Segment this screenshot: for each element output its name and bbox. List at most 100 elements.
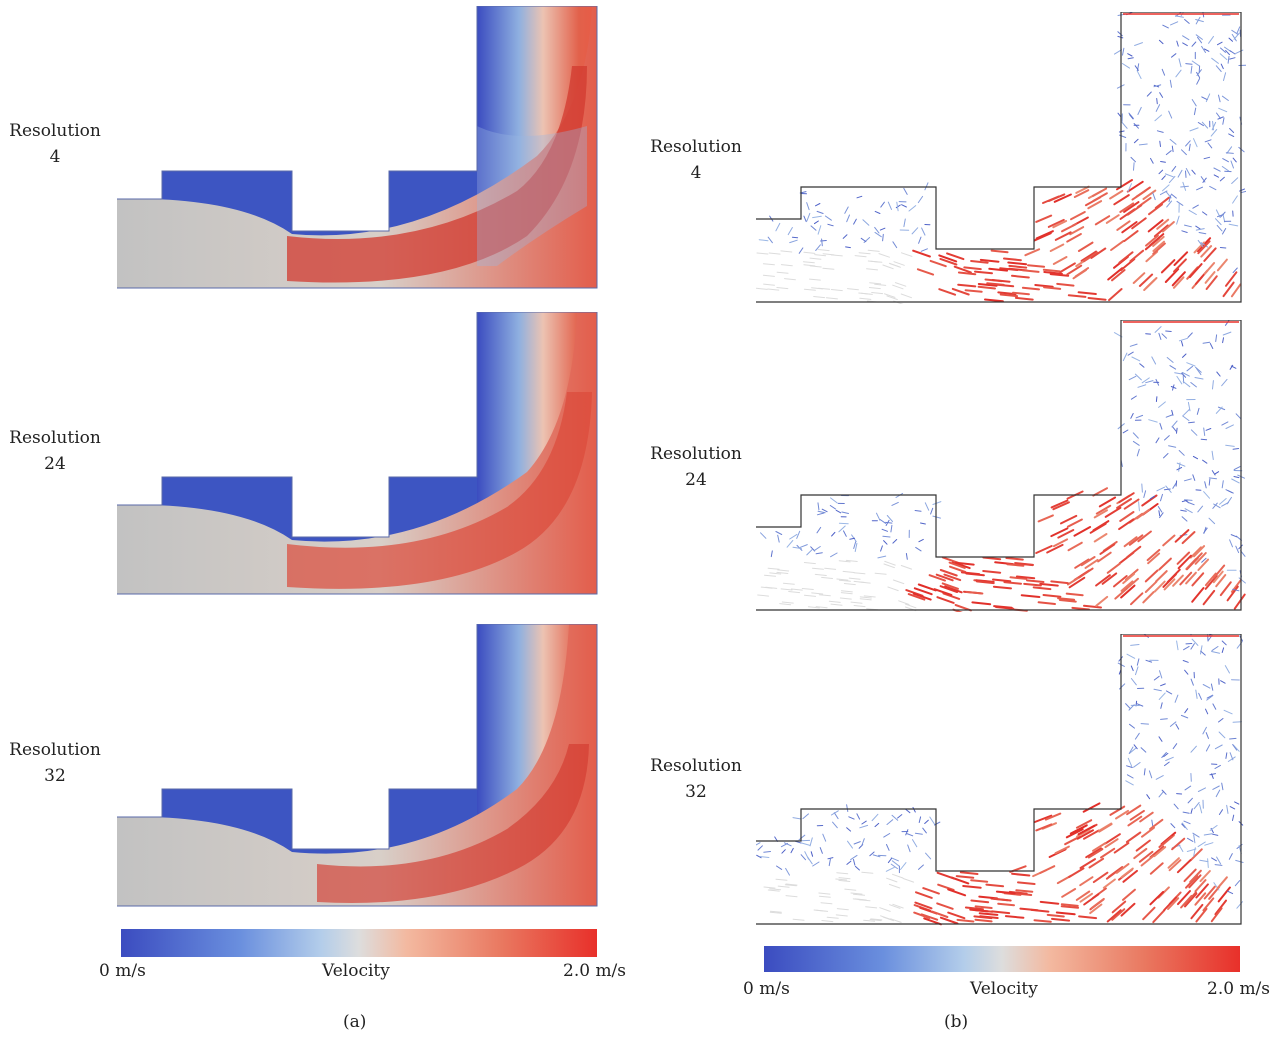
flow-vector	[1098, 823, 1113, 833]
flow-vector	[792, 817, 802, 820]
flow-vector	[812, 861, 820, 867]
flow-vector	[975, 579, 995, 583]
flow-vector	[1092, 487, 1108, 497]
flow-vector	[973, 915, 993, 920]
flow-vector	[1187, 797, 1193, 804]
flow-vector	[1201, 45, 1206, 53]
flow-vector	[1087, 200, 1103, 210]
flow-vector	[1021, 269, 1040, 273]
flow-vector	[785, 867, 790, 876]
flow-vector	[1219, 176, 1225, 182]
flow-vector	[1118, 130, 1125, 133]
flow-vector	[830, 552, 838, 558]
flow-vector	[767, 889, 780, 892]
flow-vector	[1012, 291, 1030, 296]
row-label-value: 4	[690, 163, 702, 183]
flow-vector	[812, 567, 824, 570]
flow-vector	[929, 816, 935, 825]
right-colorbar-title: Velocity	[970, 979, 1038, 999]
row-label-value: 24	[44, 454, 66, 474]
flow-vector	[817, 510, 826, 514]
flow-vector	[803, 264, 816, 267]
flow-vector	[1188, 143, 1191, 152]
flow-vector	[889, 263, 901, 268]
left-contour-plot-1	[117, 6, 598, 289]
flow-vector	[1168, 110, 1173, 119]
flow-vector	[844, 888, 857, 891]
flow-vector	[1203, 427, 1206, 436]
flow-vector	[1225, 752, 1228, 759]
flow-vector	[809, 837, 813, 847]
flow-vector	[1181, 372, 1190, 377]
flow-vector	[1153, 224, 1169, 238]
flow-vector	[1176, 215, 1180, 225]
flow-vector	[1234, 801, 1240, 805]
flow-vector	[1184, 708, 1189, 714]
flow-vector	[1229, 57, 1236, 60]
flow-vector	[1066, 264, 1083, 276]
right-vector-plot-3	[756, 634, 1244, 926]
flow-vector	[1126, 765, 1133, 768]
flow-vector	[902, 878, 915, 883]
flow-vector	[929, 259, 947, 268]
flow-vector	[1227, 490, 1234, 494]
flow-vector	[957, 271, 977, 276]
flow-vector	[1179, 571, 1193, 586]
flow-vector	[856, 813, 861, 820]
flow-vector	[1139, 811, 1154, 823]
flow-vector	[1130, 665, 1134, 672]
flow-vector	[1106, 562, 1122, 574]
flow-vector	[1145, 234, 1159, 247]
flow-vector	[930, 507, 934, 515]
flow-vector	[1090, 247, 1107, 259]
flow-vector	[813, 909, 826, 912]
flow-vector	[1203, 833, 1213, 836]
flow-vector	[892, 873, 904, 879]
flow-vector	[1142, 189, 1157, 200]
flow-vector	[920, 248, 928, 252]
flow-vector	[1170, 386, 1177, 389]
flow-vector	[853, 893, 865, 896]
flow-vector	[1209, 343, 1214, 349]
flow-vector	[1147, 552, 1161, 565]
flow-vector	[1182, 415, 1190, 422]
flow-vector	[939, 569, 958, 577]
flow-vector	[1160, 702, 1163, 709]
flow-vector	[1215, 65, 1222, 72]
flow-vector	[1155, 775, 1164, 780]
flow-vector	[1196, 368, 1202, 376]
flow-vector	[1130, 592, 1144, 606]
flow-vector	[1148, 770, 1153, 779]
flow-vector	[1221, 166, 1230, 172]
flow-vector	[1088, 857, 1105, 869]
flow-vector	[1192, 455, 1198, 460]
flow-vector	[1204, 271, 1216, 284]
flow-vector	[809, 278, 821, 281]
flow-vector	[883, 833, 891, 838]
flow-vector	[853, 605, 866, 608]
flow-vector	[982, 556, 1002, 561]
flow-vector	[1211, 773, 1214, 779]
flow-vector	[1231, 177, 1239, 184]
flow-vector	[1171, 420, 1178, 428]
flow-vector	[1216, 371, 1221, 377]
flow-vector	[1214, 744, 1223, 750]
flow-vector	[1215, 789, 1221, 798]
flow-vector	[1196, 78, 1201, 85]
flow-vector	[1236, 26, 1241, 35]
flow-vector	[867, 249, 880, 252]
flow-vector	[886, 844, 890, 851]
flow-vector	[1220, 63, 1224, 70]
flow-vector	[1057, 529, 1075, 539]
flow-vector	[1156, 218, 1170, 230]
flow-vector	[1205, 428, 1212, 431]
flow-vector	[1092, 871, 1109, 884]
flow-vector	[886, 819, 894, 825]
flow-vector	[890, 524, 893, 533]
flow-vector	[813, 546, 821, 552]
flow-vector	[763, 886, 776, 889]
flow-vector	[1152, 242, 1166, 255]
flow-vector	[914, 510, 922, 512]
flow-vector	[900, 862, 907, 870]
flow-vector	[1158, 39, 1164, 45]
